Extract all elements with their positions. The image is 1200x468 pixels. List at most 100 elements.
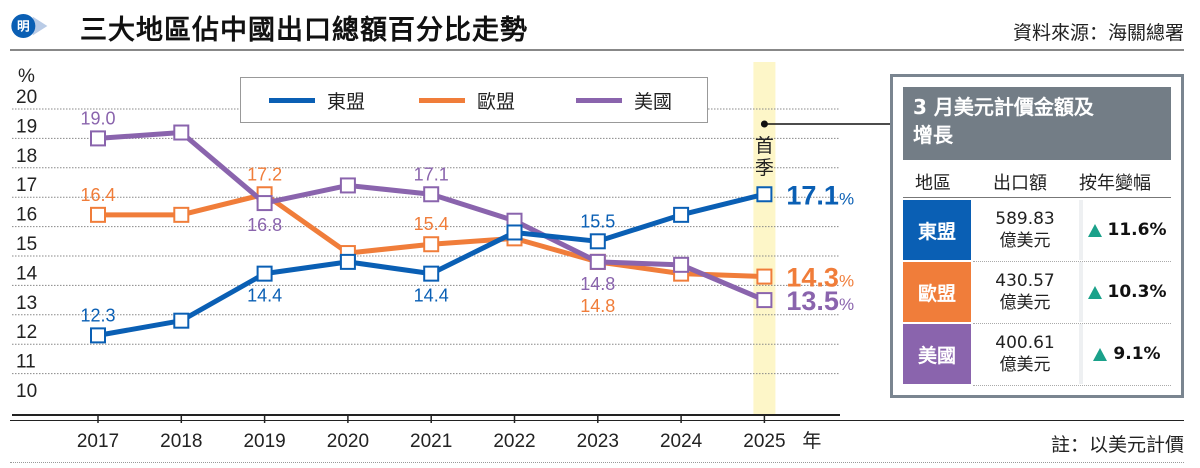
legend-label: 美國 — [634, 90, 673, 113]
x-tick-label: 2023 — [577, 431, 619, 452]
data-point-marker — [589, 253, 606, 270]
data-point-marker — [589, 233, 606, 250]
data-label: 15.5 — [580, 211, 615, 231]
legend-item-asean: 東盟 — [269, 78, 365, 122]
amount-unit: 億美元 — [999, 355, 1051, 375]
data-label: 14.4 — [247, 286, 282, 306]
y-tick-label: 15 — [16, 234, 37, 255]
end-value-label: 14.3% — [786, 263, 854, 293]
legend-item-us: 美國 — [576, 78, 672, 122]
amount-value: 400.61 — [995, 333, 1055, 353]
row-divider — [973, 385, 1171, 386]
header-divider — [903, 197, 1171, 198]
data-label: 16.8 — [247, 215, 282, 235]
y-tick-label: 17 — [16, 175, 37, 196]
row-divider — [973, 261, 1171, 262]
data-point-marker — [90, 206, 106, 223]
x-tick-label: 2024 — [660, 431, 703, 452]
row-amount-asean: 589.83 億美元 — [973, 200, 1077, 260]
column-header-region: 地區 — [915, 173, 951, 194]
infobox-title-line2: 增長 — [913, 123, 953, 147]
y-tick-label: 12 — [16, 322, 37, 343]
row-change-us: 9.1% — [1079, 324, 1171, 384]
amount-value: 589.83 — [995, 209, 1055, 229]
march-export-infobox: 3 月美元計價金額及 增長 地區 出口額 按年變幅 東盟 589.83 億美元 … — [890, 74, 1184, 398]
y-tick-label: 10 — [16, 381, 37, 402]
y-tick-label: 16 — [16, 205, 37, 226]
data-labels: 12.314.4 14.415.517.1%16.417.215.414.814.… — [80, 108, 854, 325]
row-change-asean: 11.6% — [1079, 200, 1171, 260]
logo-char: 明 — [17, 19, 30, 34]
data-label: 14.4 — [414, 286, 449, 306]
row-amount-us: 400.61 億美元 — [973, 324, 1077, 384]
data-point-marker — [173, 312, 190, 329]
data-label: 17.2 — [247, 164, 282, 184]
end-value-label: 13.5% — [786, 286, 854, 316]
row-divider — [973, 323, 1171, 324]
data-label: 14.8 — [580, 274, 615, 294]
column-header-yoy: 按年變幅 — [1079, 173, 1151, 194]
data-point-marker — [339, 177, 356, 194]
data-label: 15.4 — [414, 214, 449, 234]
legend-label: 東盟 — [327, 90, 366, 113]
data-point-marker — [256, 265, 273, 282]
footer-divider — [10, 420, 1184, 421]
x-axis-unit: 年 — [802, 430, 821, 452]
legend-label: 歐盟 — [477, 90, 516, 113]
y-axis-unit: % — [18, 66, 35, 87]
header: 明 三大地區佔中國出口總額百分比走勢 資料來源：海關總署 — [0, 0, 1200, 52]
data-point-marker — [673, 256, 690, 273]
data-point-marker — [256, 195, 273, 212]
infobox-title: 3 月美元計價金額及 增長 — [903, 87, 1171, 160]
footer-dotted-rule — [10, 462, 1184, 463]
row-region-us: 美國 — [903, 324, 971, 384]
up-triangle-icon — [1093, 347, 1108, 361]
data-point-marker — [756, 268, 773, 285]
chart-title: 三大地區佔中國出口總額百分比走勢 — [80, 15, 528, 46]
data-point-marker — [423, 265, 440, 282]
data-point-marker — [90, 327, 106, 344]
data-label: 17.1 — [414, 164, 449, 184]
end-value-label: 17.1% — [786, 180, 854, 210]
x-axis-ticks: 2017 2018 2019 2020 2021 2022 2023 2024 2025 — [77, 415, 786, 452]
y-tick-label: 11 — [16, 352, 36, 373]
data-point-marker — [423, 186, 440, 203]
x-tick-label: 2025 — [743, 431, 785, 452]
footnote: 註：以美元計價 — [1050, 434, 1184, 456]
x-tick-label: 2022 — [493, 431, 535, 452]
up-triangle-icon — [1087, 223, 1102, 237]
data-label: 12.3 — [80, 305, 115, 325]
data-point-marker — [90, 130, 106, 147]
data-point-marker — [506, 224, 523, 241]
row-amount-eu: 430.57 億美元 — [973, 262, 1077, 322]
infobox-title-line1: 3 月美元計價金額及 — [913, 95, 1094, 119]
amount-value: 430.57 — [995, 271, 1055, 291]
y-tick-label: 18 — [16, 146, 37, 167]
row-region-eu: 歐盟 — [903, 262, 971, 322]
amount-unit: 億美元 — [999, 231, 1051, 251]
data-point-marker — [173, 124, 190, 141]
data-point-marker — [756, 186, 773, 203]
row-region-asean: 東盟 — [903, 200, 971, 260]
x-tick-label: 2018 — [160, 431, 202, 452]
legend-swatch-eu — [419, 97, 465, 103]
data-label: 16.4 — [80, 185, 115, 205]
data-source: 資料來源：海關總署 — [1012, 22, 1184, 44]
data-point-marker — [339, 253, 356, 270]
row-change-eu: 10.3% — [1079, 262, 1171, 322]
y-tick-label: 20 — [16, 87, 37, 108]
data-point-marker — [173, 206, 190, 223]
legend: 東盟 歐盟 美國 — [240, 77, 708, 123]
change-value: 9.1% — [1113, 344, 1161, 364]
highlight-band-2025 — [753, 62, 776, 415]
x-tick-label: 2017 — [77, 431, 119, 452]
y-axis-ticks: 10 11 12 13 14 15 16 17 18 19 20 — [16, 87, 38, 402]
legend-swatch-asean — [269, 97, 315, 103]
amount-unit: 億美元 — [999, 293, 1051, 313]
change-value: 10.3% — [1107, 282, 1167, 302]
series-lines — [90, 124, 773, 344]
data-label: 14.8 — [580, 296, 615, 316]
y-tick-label: 13 — [16, 293, 37, 314]
data-point-marker — [673, 206, 690, 223]
